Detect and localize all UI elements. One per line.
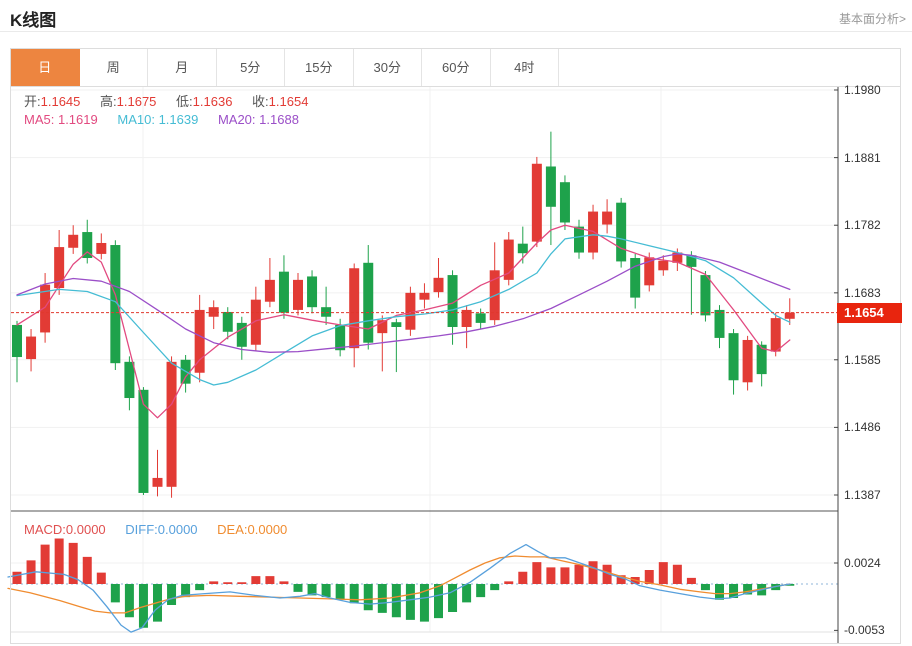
tab-60min[interactable]: 60分: [422, 49, 491, 86]
header-divider: [0, 31, 912, 32]
tab-4hour[interactable]: 4时: [490, 49, 559, 86]
tab-week[interactable]: 周: [79, 49, 148, 86]
interval-tabs: 日 周 月 5分 15分 30分 60分 4时: [11, 49, 900, 87]
chart-widget: 日 周 月 5分 15分 30分 60分 4时: [10, 48, 901, 644]
tab-5min[interactable]: 5分: [216, 49, 285, 86]
tab-month[interactable]: 月: [148, 49, 217, 86]
fundamental-analysis-link[interactable]: 基本面分析>: [838, 12, 906, 26]
page-title: K线图: [10, 11, 57, 30]
tab-day[interactable]: 日: [11, 49, 80, 86]
tab-30min[interactable]: 30分: [353, 49, 422, 86]
tab-15min[interactable]: 15分: [285, 49, 354, 86]
